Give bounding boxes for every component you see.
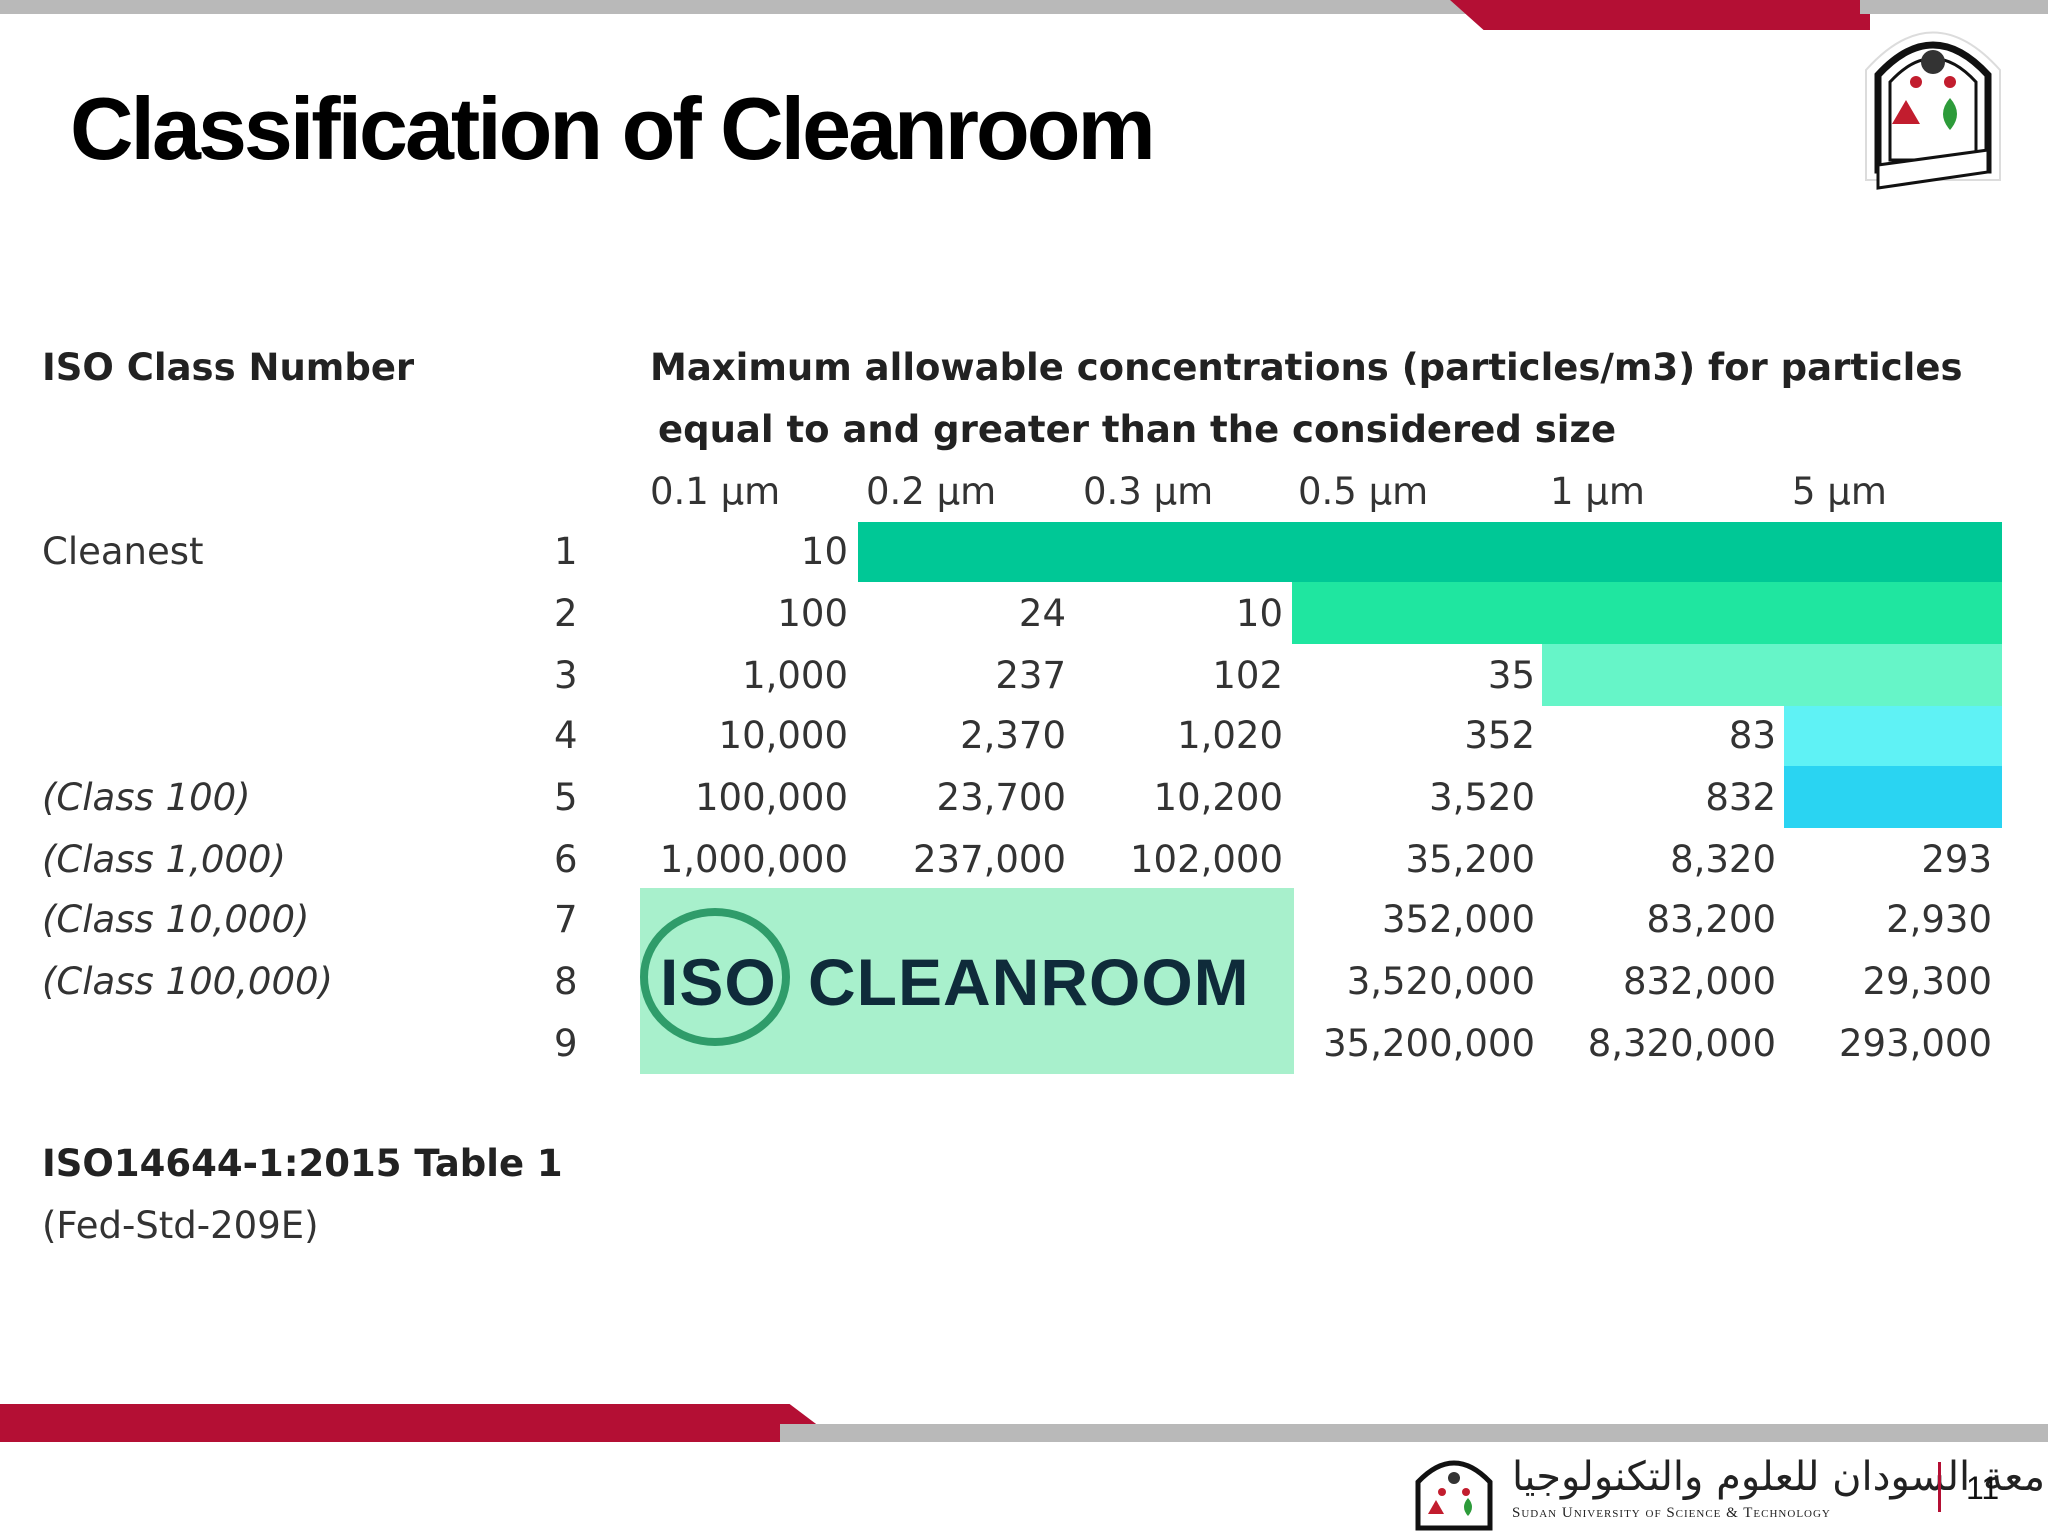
iso-class-number: 5 (554, 776, 578, 819)
particle-size-header: 1 µm (1550, 470, 1645, 513)
row-label: (Class 10,000) (42, 898, 310, 941)
concentration-header-line2: equal to and greater than the considered… (658, 408, 1617, 451)
page-number-divider (1938, 1462, 1941, 1512)
page-number: 11 (1966, 1470, 2000, 1506)
table-cell: 102,000 (1129, 838, 1283, 881)
table-cell: 237,000 (912, 838, 1066, 881)
university-crest-logo (1865, 31, 2001, 190)
shade-row-4 (1784, 706, 2002, 766)
iso-class-number: 1 (554, 530, 578, 573)
particle-size-header: 0.1 µm (650, 470, 781, 513)
iso-ring-icon (640, 908, 790, 1046)
slide-title: Classification of Cleanroom (70, 79, 1156, 178)
source-standard: ISO14644-1:2015 Table 1 (42, 1142, 563, 1185)
iso-class-number: 9 (554, 1022, 578, 1065)
row-label: (Class 100,000) (42, 960, 333, 1003)
table-cell: 293,000 (1838, 1022, 1992, 1065)
table-cell: 1,000,000 (659, 838, 848, 881)
bottom-red-bar (0, 1404, 840, 1442)
table-cell: 100 (777, 592, 848, 635)
bottom-gray-bar (780, 1424, 2048, 1442)
iso-class-number: 6 (554, 838, 578, 881)
table-cell: 352 (1464, 714, 1535, 757)
table-cell: 237 (995, 654, 1066, 697)
table-cell: 35,200 (1405, 838, 1535, 881)
iso-class-number: 4 (554, 714, 578, 757)
table-cell: 293 (1921, 838, 1992, 881)
shade-row-5 (1784, 766, 2002, 828)
table-cell: 83 (1728, 714, 1776, 757)
iso-class-number: 2 (554, 592, 578, 635)
table-cell: 102 (1212, 654, 1283, 697)
table-cell: 2,370 (960, 714, 1066, 757)
particle-size-header: 5 µm (1792, 470, 1887, 513)
particle-size-header: 0.5 µm (1298, 470, 1429, 513)
table-cell: 3,520 (1429, 776, 1535, 819)
university-crest-small-logo (1415, 1460, 1493, 1531)
table-cell: 2,930 (1886, 898, 1992, 941)
table-cell: 35 (1487, 654, 1535, 697)
table-cell: 1,020 (1177, 714, 1283, 757)
iso-class-number: 8 (554, 960, 578, 1003)
iso-class-number: 7 (554, 898, 578, 941)
top-red-bar (1450, 0, 1870, 30)
university-name-arabic: جامعة السودان للعلوم والتكنولوجيا (1512, 1454, 2048, 1500)
iso-class-number: 3 (554, 654, 578, 697)
row-label: (Class 1,000) (42, 838, 286, 881)
class-number-header: ISO Class Number (42, 346, 415, 389)
university-name-english: Sudan University of Science & Technology (1512, 1505, 1831, 1521)
table-cell: 83,200 (1646, 898, 1776, 941)
table-cell: 10 (800, 530, 848, 573)
top-gray-bar-right (1860, 0, 2048, 14)
row-label: (Class 100) (42, 776, 251, 819)
concentration-header-line1: Maximum allowable concentrations (partic… (650, 346, 1963, 389)
particle-size-header: 0.2 µm (866, 470, 997, 513)
shade-row-1 (858, 522, 2002, 582)
table-cell: 1,000 (742, 654, 848, 697)
top-gray-bar (0, 0, 1470, 14)
table-cell: 100,000 (694, 776, 848, 819)
table-cell: 352,000 (1381, 898, 1535, 941)
table-cell: 24 (1018, 592, 1066, 635)
table-cell: 10,200 (1153, 776, 1283, 819)
watermark-iso-text: ISO (660, 945, 777, 1019)
shade-row-3 (1542, 644, 2002, 706)
table-cell: 3,520,000 (1346, 960, 1535, 1003)
table-cell: 8,320 (1670, 838, 1776, 881)
shade-row-2 (1292, 582, 2002, 644)
row-label: Cleanest (42, 530, 204, 573)
particle-size-header: 0.3 µm (1083, 470, 1214, 513)
table-cell: 29,300 (1862, 960, 1992, 1003)
table-cell: 10,000 (718, 714, 848, 757)
table-cell: 10 (1235, 592, 1283, 635)
table-cell: 8,320,000 (1587, 1022, 1776, 1065)
table-cell: 23,700 (936, 776, 1066, 819)
source-fed-std: (Fed-Std-209E) (42, 1204, 319, 1247)
table-cell: 832 (1705, 776, 1776, 819)
watermark-cleanroom-text: CLEANROOM (808, 945, 1250, 1019)
table-cell: 832,000 (1622, 960, 1776, 1003)
table-cell: 35,200,000 (1323, 1022, 1535, 1065)
